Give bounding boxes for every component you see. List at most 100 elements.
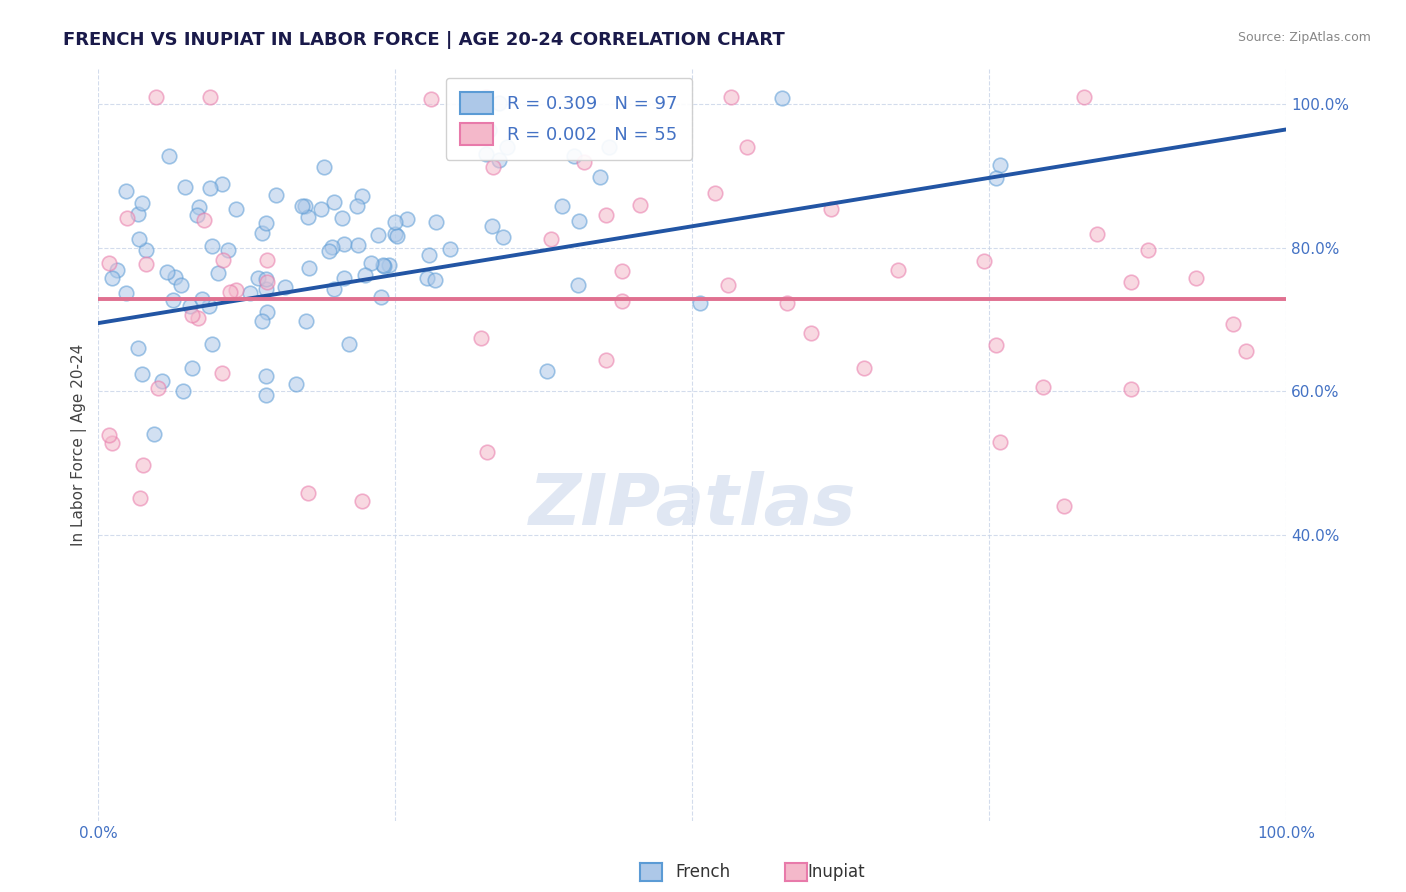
Text: Source: ZipAtlas.com: Source: ZipAtlas.com: [1237, 31, 1371, 45]
Point: [211, 366, 233, 380]
Point: [887, 263, 910, 277]
Point: [146, 381, 169, 395]
Point: [294, 199, 316, 213]
Point: [254, 388, 277, 402]
Point: [439, 242, 461, 256]
Point: [264, 188, 287, 202]
Point: [100, 435, 122, 450]
Point: [475, 444, 498, 458]
Point: [717, 277, 740, 292]
Point: [337, 337, 360, 351]
Point: [200, 90, 222, 104]
Point: [256, 275, 278, 289]
Point: [1185, 271, 1208, 285]
Point: [598, 139, 620, 153]
Point: [198, 299, 221, 313]
Point: [115, 211, 138, 226]
Y-axis label: In Labor Force | Age 20-24: In Labor Force | Age 20-24: [72, 343, 87, 546]
Point: [360, 256, 382, 270]
Point: [312, 160, 335, 174]
Point: [298, 261, 321, 276]
Point: [416, 271, 439, 285]
Point: [250, 226, 273, 240]
Point: [776, 295, 799, 310]
Point: [330, 211, 353, 226]
Point: [1234, 344, 1257, 359]
Point: [352, 494, 374, 508]
Point: [973, 253, 995, 268]
Point: [703, 186, 725, 200]
Point: [211, 177, 233, 191]
Point: [373, 259, 395, 273]
Point: [246, 271, 269, 285]
Point: [181, 360, 204, 375]
Point: [482, 160, 505, 174]
Point: [367, 227, 389, 242]
Point: [735, 140, 758, 154]
Point: [346, 199, 368, 213]
Point: [689, 295, 711, 310]
Point: [207, 265, 229, 279]
Point: [101, 270, 124, 285]
Point: [986, 170, 1008, 185]
Point: [820, 202, 842, 216]
Point: [131, 195, 153, 210]
Point: [488, 153, 510, 167]
Point: [127, 207, 149, 221]
Point: [254, 369, 277, 384]
Point: [179, 299, 201, 313]
Point: [988, 158, 1011, 172]
Point: [134, 256, 156, 270]
Point: [333, 237, 356, 252]
Point: [219, 285, 242, 299]
Point: [156, 264, 179, 278]
Point: [470, 330, 492, 344]
Point: [628, 197, 651, 211]
Point: [254, 282, 277, 296]
Point: [115, 184, 138, 198]
Point: [323, 282, 346, 296]
Point: [239, 286, 262, 301]
Point: [384, 215, 406, 229]
Point: [170, 277, 193, 292]
Point: [418, 247, 440, 261]
Point: [370, 291, 392, 305]
Point: [354, 268, 377, 282]
Point: [1032, 380, 1054, 394]
Point: [387, 229, 409, 244]
Point: [551, 199, 574, 213]
Point: [595, 208, 617, 222]
Point: [297, 211, 319, 225]
Point: [1119, 275, 1142, 289]
Point: [135, 243, 157, 257]
Point: [425, 215, 447, 229]
Point: [97, 428, 120, 442]
Point: [173, 179, 195, 194]
Point: [318, 244, 340, 258]
Point: [128, 232, 150, 246]
Point: [145, 90, 167, 104]
Point: [217, 243, 239, 257]
Point: [595, 352, 617, 367]
Point: [496, 140, 519, 154]
Point: [198, 181, 221, 195]
Point: [475, 146, 498, 161]
Point: [201, 336, 224, 351]
Point: [720, 90, 742, 104]
Point: [254, 271, 277, 285]
Point: [193, 213, 215, 227]
Point: [291, 199, 314, 213]
Point: [321, 239, 343, 253]
Point: [589, 170, 612, 185]
Point: [1053, 499, 1076, 513]
Point: [115, 286, 138, 301]
Point: [984, 337, 1007, 351]
Point: [540, 232, 562, 246]
Point: [536, 363, 558, 377]
Point: [346, 237, 368, 252]
Point: [98, 256, 121, 270]
Point: [128, 491, 150, 505]
Point: [297, 485, 319, 500]
Point: [131, 367, 153, 381]
Point: [1073, 90, 1095, 104]
